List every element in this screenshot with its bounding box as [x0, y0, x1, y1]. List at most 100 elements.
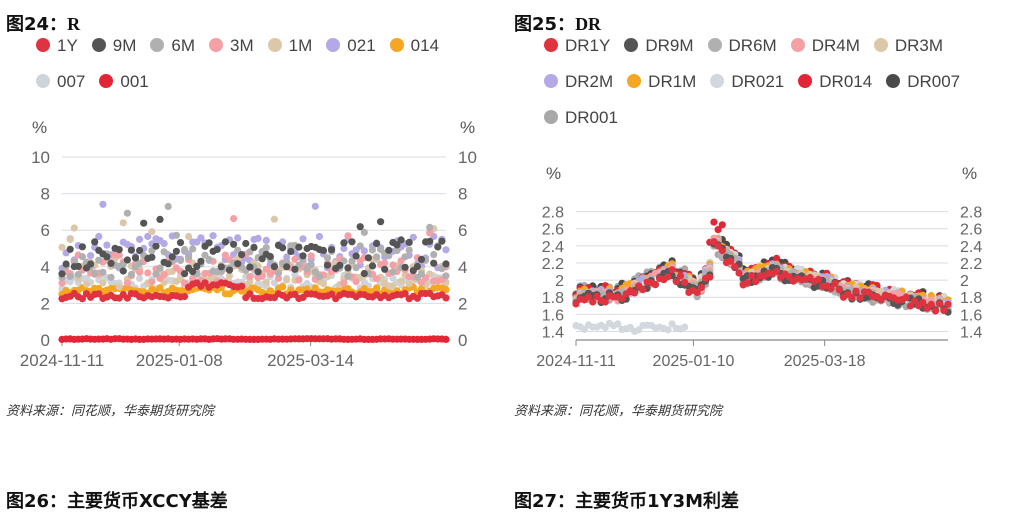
point-6m	[274, 269, 283, 277]
y-tick-label-right: 1.6	[960, 307, 982, 324]
point-9m	[364, 254, 372, 262]
point-6m	[95, 256, 103, 264]
point-9m	[287, 247, 295, 256]
point-dr1y	[668, 266, 676, 274]
figure-27-number: 图27：	[514, 491, 576, 512]
point-3m	[274, 274, 283, 282]
point-6m	[123, 209, 131, 217]
point-9m	[270, 263, 278, 271]
figure-26-title: 图26：主要货币XCCY基差	[6, 487, 228, 513]
point-dr1y	[944, 300, 952, 308]
point-9m	[373, 239, 381, 248]
point-9m	[438, 237, 446, 245]
point-6m	[78, 253, 86, 261]
legend-marker-icon	[707, 38, 722, 52]
y-tick-label-right: 2.4	[960, 239, 982, 256]
point-6m	[344, 272, 352, 280]
point-021	[442, 246, 450, 254]
legend-label: DR4M	[811, 36, 860, 55]
point-021	[234, 234, 242, 242]
point-9m	[213, 245, 221, 254]
point-dr1y	[931, 307, 940, 315]
point-dr1y	[743, 279, 751, 287]
point-9m	[299, 252, 307, 260]
y-tick-label-right: 6	[458, 221, 467, 240]
point-021	[209, 232, 217, 240]
point-3m	[160, 271, 168, 279]
point-dr014	[773, 254, 781, 262]
y-unit-left: %	[32, 118, 47, 137]
legend-marker-icon	[36, 74, 50, 88]
point-9m	[87, 260, 95, 268]
point-dr1y	[927, 300, 935, 308]
point-6m	[262, 244, 270, 252]
y-tick-label-left: 2.6	[542, 222, 564, 239]
point-9m	[393, 241, 401, 249]
point-6m	[311, 268, 319, 276]
point-9m	[397, 236, 405, 244]
point-6m	[307, 261, 315, 269]
point-6m	[91, 269, 99, 277]
legend-label: 6M	[171, 36, 196, 55]
point-9m	[430, 259, 438, 267]
y-tick-label-right: 2.2	[960, 256, 982, 273]
figure-25-source: 资料来源：同花顺，华泰期货研究院	[514, 404, 723, 419]
point-6m	[323, 254, 332, 262]
legend-item-dr6m: DR6M	[707, 28, 777, 64]
point-9m	[348, 238, 356, 246]
point-9m	[405, 238, 413, 246]
legend-item-007: 007	[36, 64, 85, 100]
point-dr1y	[718, 247, 726, 255]
y-tick-label-right: 8	[458, 185, 467, 204]
point-dr021	[614, 320, 622, 328]
legend-marker-icon	[99, 74, 114, 88]
point-dr1y	[827, 285, 835, 293]
point-9m	[250, 243, 258, 251]
point-9m	[58, 270, 66, 278]
point-dr1y	[630, 289, 639, 297]
point-014	[442, 286, 450, 294]
point-9m	[74, 262, 82, 270]
point-9m	[442, 260, 450, 268]
point-9m	[131, 254, 140, 262]
point-3m	[115, 251, 123, 259]
point-1m	[58, 243, 66, 251]
point-dr1y	[676, 272, 685, 280]
point-9m	[368, 262, 377, 270]
point-3m	[307, 252, 315, 260]
point-1m	[99, 279, 107, 287]
legend-marker-icon	[91, 38, 106, 52]
point-1m	[389, 282, 397, 290]
point-dr1y	[940, 306, 948, 315]
legend-marker-icon	[544, 74, 558, 88]
figure-26-code: 主要货币XCCY基差	[67, 491, 228, 512]
point-9m	[328, 246, 336, 254]
point-6m	[181, 245, 189, 254]
figure-24-source: 资料来源：同花顺，华泰期货研究院	[6, 404, 215, 419]
point-9m	[115, 246, 123, 254]
point-6m	[438, 265, 446, 273]
point-1m	[405, 280, 413, 288]
point-9m	[66, 245, 74, 253]
legend-item-1m: 1M	[267, 28, 312, 64]
point-1m	[283, 276, 291, 284]
point-9m	[283, 263, 291, 271]
point-3m	[389, 261, 397, 269]
point-dr1y	[681, 278, 689, 286]
point-6m	[389, 268, 397, 276]
point-1m	[225, 272, 234, 280]
figure-25-title: 图25：DR	[514, 10, 601, 36]
legend-marker-icon	[150, 38, 165, 52]
point-6m	[393, 246, 401, 255]
point-6m	[160, 248, 168, 256]
point-dr1y	[814, 275, 822, 284]
point-9m	[127, 246, 135, 254]
y-tick-label-left: 0	[41, 331, 50, 350]
point-dr1y	[697, 283, 705, 292]
point-1y	[181, 292, 189, 301]
y-tick-label-left: 4	[41, 258, 50, 277]
point-6m	[442, 272, 450, 280]
point-9m	[107, 259, 115, 267]
point-3m	[123, 279, 131, 287]
point-3m	[230, 215, 238, 223]
